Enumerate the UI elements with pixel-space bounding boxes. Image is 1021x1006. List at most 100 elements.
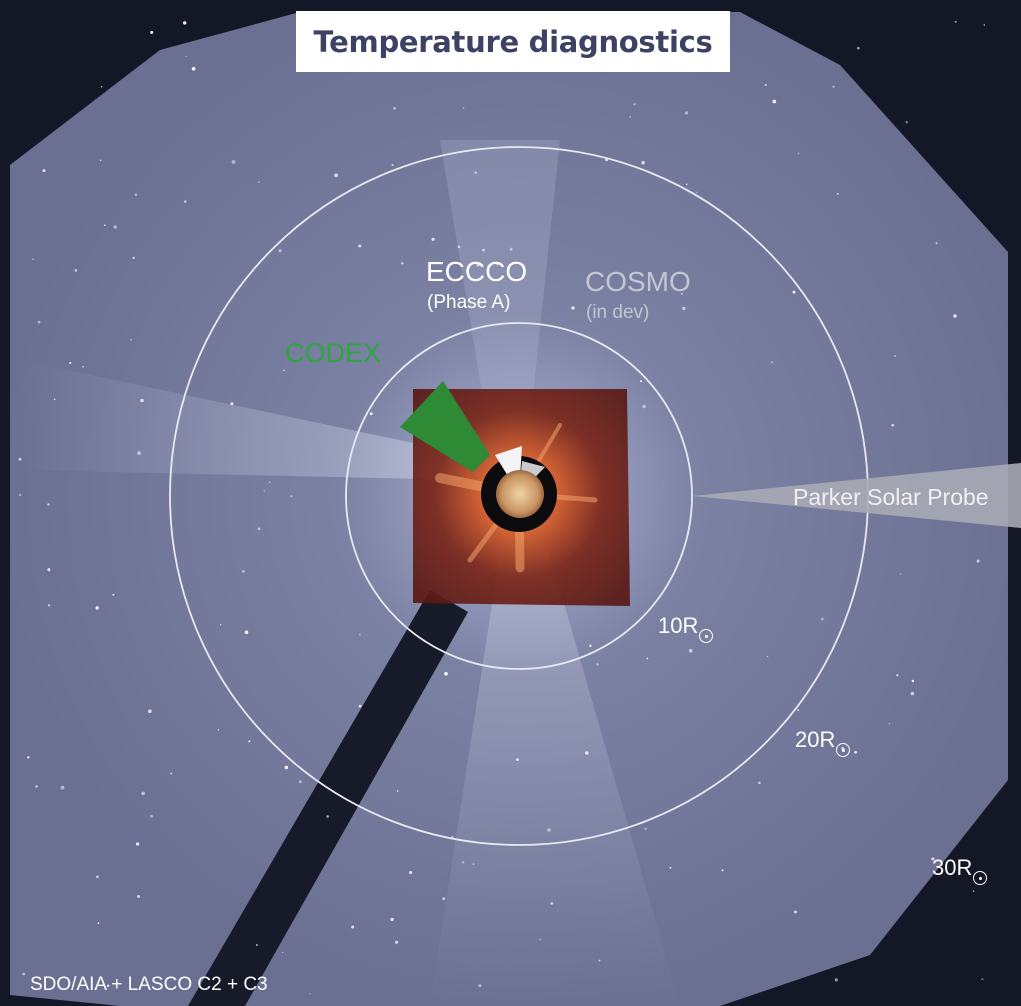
star bbox=[629, 116, 632, 118]
star bbox=[150, 814, 154, 818]
sun-symbol-icon bbox=[699, 629, 714, 643]
star bbox=[53, 398, 56, 401]
star bbox=[96, 875, 99, 879]
parker-label: Parker Solar Probe bbox=[793, 484, 989, 510]
streamer-left bbox=[20, 360, 470, 480]
star bbox=[688, 648, 693, 653]
star bbox=[854, 750, 857, 754]
star bbox=[32, 258, 34, 260]
star bbox=[409, 870, 413, 875]
radius-label-30: 30R bbox=[932, 855, 988, 885]
star bbox=[351, 925, 355, 929]
star bbox=[241, 570, 245, 573]
star bbox=[104, 224, 106, 226]
star bbox=[37, 320, 41, 324]
star bbox=[478, 984, 482, 988]
star bbox=[130, 339, 132, 341]
star bbox=[516, 758, 519, 761]
star bbox=[972, 890, 975, 892]
streamer-upper bbox=[440, 140, 560, 470]
star bbox=[646, 657, 649, 660]
star bbox=[393, 106, 396, 110]
star bbox=[910, 691, 915, 696]
eccco-label: ECCCO bbox=[426, 256, 528, 287]
radius-label-10: 10R bbox=[658, 613, 714, 643]
star bbox=[482, 248, 485, 252]
star bbox=[27, 756, 30, 759]
star bbox=[391, 163, 394, 167]
star bbox=[326, 815, 329, 818]
star bbox=[135, 842, 140, 846]
star bbox=[539, 938, 541, 941]
star bbox=[231, 160, 236, 164]
star bbox=[836, 192, 839, 195]
star bbox=[721, 869, 724, 872]
star bbox=[640, 380, 642, 383]
cosmo-status: (in dev) bbox=[586, 302, 650, 323]
star bbox=[230, 402, 234, 406]
star bbox=[255, 944, 258, 946]
star bbox=[899, 573, 902, 575]
star bbox=[244, 630, 249, 635]
star bbox=[589, 644, 592, 647]
star bbox=[766, 655, 769, 658]
star bbox=[191, 66, 196, 71]
star bbox=[758, 781, 761, 785]
star bbox=[183, 200, 187, 203]
star bbox=[444, 671, 448, 676]
star bbox=[258, 181, 260, 183]
star bbox=[347, 345, 350, 349]
star bbox=[496, 263, 499, 266]
parker-beam bbox=[692, 463, 1021, 528]
star bbox=[99, 159, 102, 162]
star bbox=[976, 559, 980, 563]
star bbox=[641, 160, 645, 165]
star bbox=[47, 503, 50, 506]
star bbox=[282, 951, 284, 954]
star bbox=[911, 679, 914, 683]
star bbox=[550, 902, 554, 905]
star bbox=[596, 663, 599, 666]
star bbox=[185, 55, 187, 58]
star bbox=[47, 604, 51, 607]
star bbox=[953, 314, 957, 318]
star bbox=[896, 674, 899, 677]
source-credit: SDO/AIA + LASCO C2 + C3 bbox=[30, 974, 268, 995]
occulter-pylon-shadow bbox=[188, 590, 468, 1006]
star bbox=[685, 183, 688, 186]
star bbox=[547, 828, 551, 832]
star bbox=[891, 424, 894, 427]
star bbox=[472, 863, 475, 865]
star bbox=[69, 361, 72, 365]
star bbox=[298, 780, 302, 784]
star bbox=[141, 791, 145, 796]
star bbox=[935, 242, 938, 245]
star bbox=[359, 633, 361, 636]
star bbox=[358, 244, 362, 248]
star bbox=[137, 451, 141, 455]
star bbox=[137, 895, 140, 898]
star bbox=[474, 171, 478, 174]
title-box: Temperature diagnostics bbox=[296, 11, 730, 72]
star bbox=[60, 785, 65, 790]
radius-value-20: 20R bbox=[795, 727, 836, 752]
star bbox=[832, 85, 835, 89]
star bbox=[82, 365, 84, 368]
codex-label: CODEX bbox=[285, 338, 382, 368]
radius-value-10: 10R bbox=[658, 613, 699, 638]
star bbox=[834, 978, 838, 982]
sun-symbol-icon bbox=[836, 743, 851, 757]
radius-value-30: 30R bbox=[932, 855, 973, 880]
star bbox=[905, 121, 908, 124]
star bbox=[931, 857, 935, 861]
star bbox=[183, 21, 187, 25]
star bbox=[148, 709, 152, 714]
star bbox=[95, 606, 99, 610]
star bbox=[217, 729, 220, 731]
star bbox=[457, 245, 461, 249]
star bbox=[509, 247, 513, 251]
page-title: Temperature diagnostics bbox=[313, 24, 713, 59]
star bbox=[797, 709, 800, 712]
star bbox=[585, 751, 589, 755]
